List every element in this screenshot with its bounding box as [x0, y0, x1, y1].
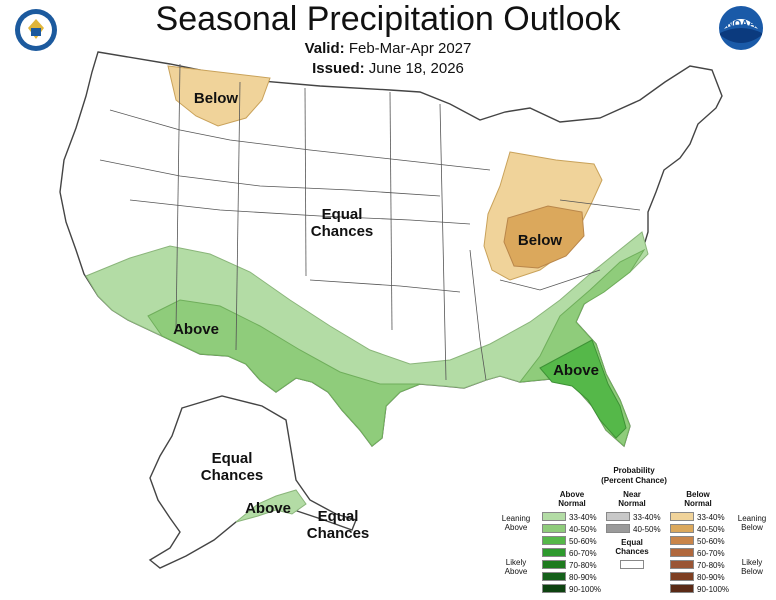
below-header-2: Normal	[684, 499, 712, 508]
near-header-1: Near	[623, 490, 641, 499]
label-alaska-equal-east-1: Equal	[318, 508, 359, 525]
above-level-label: 33-40%	[569, 513, 597, 522]
above-swatch	[542, 548, 566, 557]
above-region-south-mid	[147, 299, 421, 447]
state-lines	[99, 63, 641, 381]
below-level-label: 80-90%	[697, 573, 725, 582]
equal-chances-1: Equal	[621, 538, 643, 547]
legend: Probability (Percent Chance) Above Norma…	[498, 466, 772, 596]
leaning-below-2: Below	[741, 523, 763, 532]
valid-label: Valid:	[304, 40, 345, 57]
above-swatch	[542, 524, 566, 533]
above-swatch	[542, 536, 566, 545]
label-above-southeast: Above	[553, 362, 599, 379]
noaa-logo-text: NOAA	[726, 19, 755, 30]
above-header-2: Normal	[558, 499, 586, 508]
likely-above-1: Likely	[505, 558, 527, 567]
label-equal-center-1: Equal	[322, 206, 363, 223]
valid-line: Valid: Feb-Mar-Apr 2027	[0, 40, 776, 57]
commerce-seal-icon	[15, 9, 57, 51]
near-swatch	[606, 524, 630, 533]
issued-label: Issued:	[312, 60, 365, 77]
issued-value: June 18, 2026	[368, 60, 464, 77]
below-level-label: 70-80%	[697, 561, 725, 570]
label-alaska-above: Above	[245, 500, 291, 517]
above-swatch	[542, 572, 566, 581]
valid-value: Feb-Mar-Apr 2027	[348, 40, 472, 57]
label-alaska-equal-1: Equal	[212, 450, 253, 467]
likely-below-2: Below	[741, 567, 763, 576]
above-swatch	[542, 560, 566, 569]
above-swatch	[542, 584, 566, 593]
below-swatch	[670, 512, 694, 521]
equal-chances-swatch	[620, 560, 644, 569]
below-swatch	[670, 524, 694, 533]
equal-chances-2: Chances	[615, 547, 649, 556]
above-level-label: 80-90%	[569, 573, 597, 582]
map-label-group: Below Equal Chances Below Above Above Eq…	[173, 90, 599, 542]
below-swatch	[670, 548, 694, 557]
above-level-label: 40-50%	[569, 525, 597, 534]
below-region-midwest-inner	[503, 205, 585, 269]
near-header-2: Normal	[618, 499, 646, 508]
label-equal-center-2: Chances	[311, 223, 374, 240]
likely-below-1: Likely	[741, 558, 763, 567]
label-below-north: Below	[194, 90, 239, 107]
label-alaska-equal-2: Chances	[201, 467, 264, 484]
near-swatch	[606, 512, 630, 521]
leaning-above-2: Above	[504, 523, 528, 532]
near-level-label: 40-50%	[633, 525, 661, 534]
page-title: Seasonal Precipitation Outlook	[155, 0, 621, 38]
above-header-1: Above	[559, 490, 585, 499]
near-level-label: 33-40%	[633, 513, 661, 522]
label-above-southwest: Above	[173, 321, 219, 338]
below-header-1: Below	[686, 490, 710, 499]
likely-above-2: Above	[504, 567, 528, 576]
leaning-below-1: Leaning	[737, 514, 767, 523]
noaa-logo-icon: NOAA	[719, 6, 763, 50]
below-level-label: 50-60%	[697, 537, 725, 546]
above-level-label: 60-70%	[569, 549, 597, 558]
leaning-above-1: Leaning	[501, 514, 531, 523]
above-region-southeast-dark	[539, 339, 627, 439]
above-level-label: 70-80%	[569, 561, 597, 570]
below-level-label: 40-50%	[697, 525, 725, 534]
below-swatch	[670, 560, 694, 569]
below-swatch	[670, 572, 694, 581]
above-swatch	[542, 512, 566, 521]
below-level-label: 90-100%	[697, 585, 730, 594]
below-swatch	[670, 584, 694, 593]
above-level-label: 90-100%	[569, 585, 602, 594]
label-alaska-equal-east-2: Chances	[307, 525, 370, 542]
legend-title-2: (Percent Chance)	[601, 476, 667, 485]
above-level-label: 50-60%	[569, 537, 597, 546]
alaska-above-region	[235, 489, 307, 523]
below-swatch	[670, 536, 694, 545]
issued-line: Issued: June 18, 2026	[0, 60, 776, 77]
below-level-label: 60-70%	[697, 549, 725, 558]
label-below-midwest: Below	[518, 232, 563, 249]
legend-title-1: Probability	[613, 466, 655, 475]
below-level-label: 33-40%	[697, 513, 725, 522]
